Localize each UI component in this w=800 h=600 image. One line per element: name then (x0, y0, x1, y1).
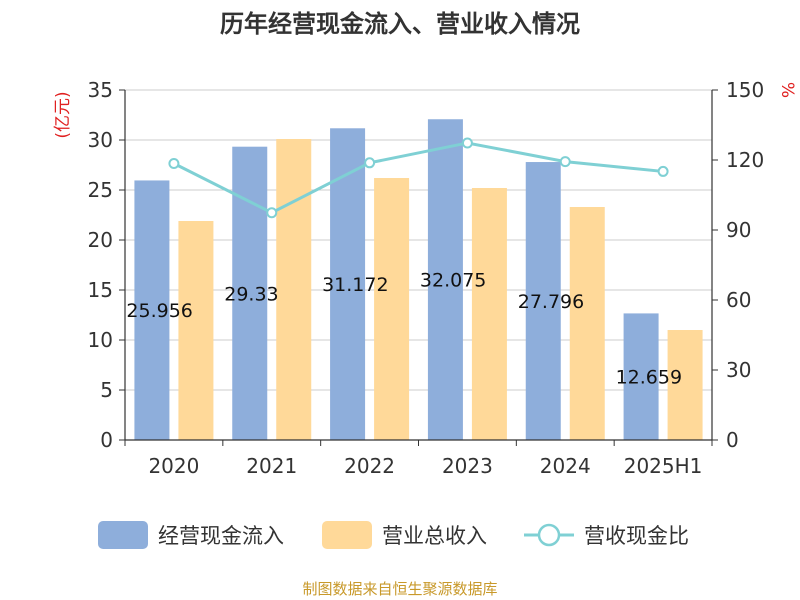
left-tick-label: 25 (88, 178, 113, 202)
right-tick-label: 90 (726, 218, 751, 242)
legend-swatch (322, 521, 372, 549)
bar-cash-inflow (623, 313, 659, 440)
left-tick-label: 35 (88, 78, 113, 102)
bar-revenue (569, 207, 605, 440)
source-note: 制图数据来自恒生聚源数据库 (302, 580, 497, 598)
ratio-point (266, 207, 278, 219)
data-label: 12.659 (616, 367, 682, 389)
left-tick-label: 10 (88, 328, 113, 352)
legend-swatch (98, 521, 148, 549)
legend-label: 营收现金比 (584, 524, 689, 548)
grid (125, 89, 712, 391)
x-tick-label: 2024 (540, 454, 591, 478)
ratio-point (559, 156, 571, 168)
left-tick-label: 30 (88, 128, 113, 152)
x-tick-label: 2021 (246, 454, 297, 478)
ratio-line (168, 137, 669, 219)
data-label: 25.956 (126, 300, 192, 322)
left-tick-label: 5 (100, 378, 113, 402)
ratio-point (168, 158, 180, 169)
bar-cash-inflow (427, 119, 463, 440)
ratio-line-path (173, 141, 664, 215)
axes: 0 5 10 15 20 25 30 35 0 30 60 90 120 150 2020 2021 2022 2… (88, 78, 765, 478)
legend-marker (537, 523, 561, 547)
left-tick-label: 0 (100, 428, 113, 452)
right-tick-label: 120 (726, 148, 764, 172)
bar-revenue (276, 139, 312, 440)
bar-revenue (374, 178, 410, 440)
x-tick-label: 2022 (344, 454, 395, 478)
bar-revenue (471, 188, 507, 440)
right-tick-label: 30 (726, 358, 751, 382)
left-axis-unit: (亿元) (53, 91, 73, 138)
bar-cash-inflow (525, 162, 561, 441)
legend-label: 营业总收入 (382, 524, 487, 548)
right-tick-label: 150 (726, 78, 764, 102)
chart-title: 历年经营现金流入、营业收入情况 (220, 10, 580, 38)
legend-label: 经营现金流入 (158, 524, 284, 548)
right-axis-unit: % (777, 82, 797, 98)
legend: 经营现金流入 营业总收入 营收现金比 (98, 521, 689, 549)
data-label: 31.172 (322, 274, 388, 296)
x-tick-label: 2025H1 (624, 454, 703, 478)
data-label: 27.796 (518, 291, 584, 313)
x-tick-label: 2020 (148, 454, 199, 478)
left-tick-label: 15 (88, 278, 113, 302)
x-tick-label: 2023 (442, 454, 493, 478)
ratio-point (657, 165, 669, 177)
bar-revenue (178, 221, 214, 440)
data-label: 32.075 (420, 270, 486, 292)
bar-cash-inflow (134, 180, 170, 440)
data-labels: 25.956 29.33 31.172 32.075 27.796 12.659 (126, 270, 682, 389)
left-tick-label: 20 (88, 228, 113, 252)
right-tick-label: 60 (726, 288, 751, 312)
bar-revenue (667, 330, 703, 440)
data-label: 29.33 (224, 283, 278, 305)
bars (134, 119, 703, 441)
ratio-point (364, 157, 376, 169)
right-tick-label: 0 (726, 428, 739, 452)
ratio-point (461, 137, 473, 149)
